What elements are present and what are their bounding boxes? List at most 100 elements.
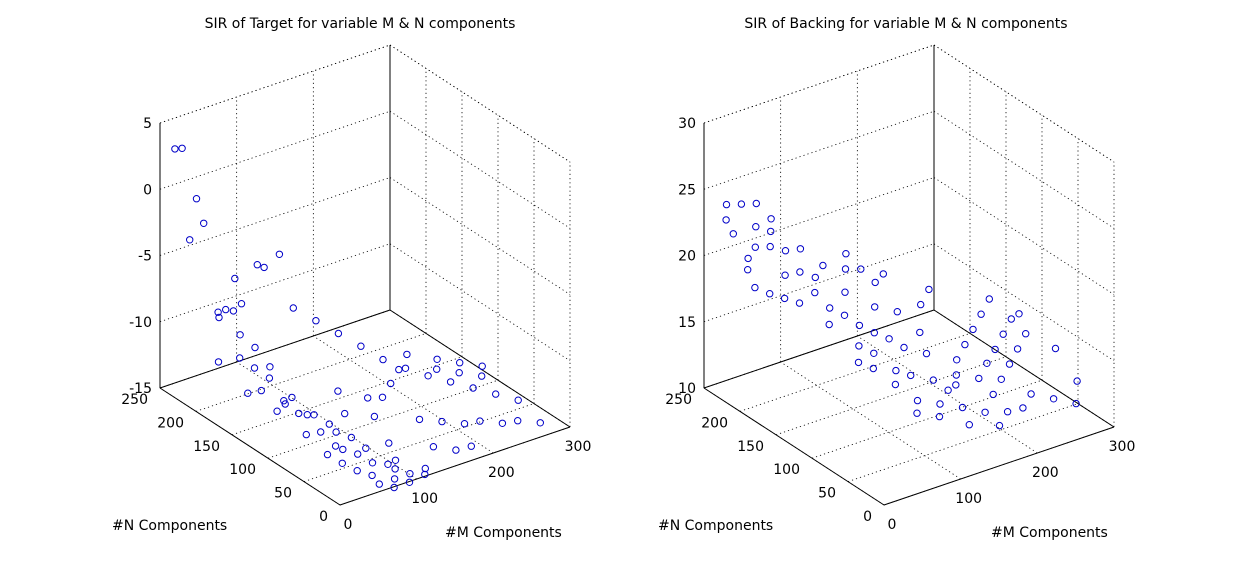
data-point bbox=[229, 307, 238, 315]
data-point bbox=[384, 460, 392, 468]
data-point bbox=[796, 245, 805, 253]
data-point bbox=[186, 236, 194, 244]
data-point bbox=[855, 321, 864, 330]
data-point bbox=[325, 420, 333, 428]
data-point bbox=[375, 480, 383, 488]
data-point bbox=[378, 393, 387, 401]
data-point bbox=[767, 215, 775, 223]
data-point bbox=[341, 409, 349, 418]
data-point bbox=[438, 417, 446, 426]
data-point bbox=[1007, 315, 1015, 323]
y-grid-line bbox=[267, 379, 499, 459]
data-point bbox=[766, 242, 774, 251]
data-point bbox=[391, 465, 399, 473]
y-grid-line bbox=[739, 333, 971, 412]
data-point bbox=[467, 442, 475, 450]
y-tick-label: 150 bbox=[193, 439, 220, 455]
data-point bbox=[751, 283, 759, 292]
data-point bbox=[985, 295, 993, 303]
data-point bbox=[536, 419, 544, 427]
data-point bbox=[390, 483, 398, 492]
data-point bbox=[1051, 344, 1060, 353]
data-point bbox=[171, 145, 179, 153]
data-point bbox=[1027, 390, 1035, 398]
data-point bbox=[492, 390, 500, 398]
data-point bbox=[1015, 310, 1023, 318]
data-point bbox=[338, 459, 346, 467]
x-axis-label: #M Components bbox=[991, 525, 1108, 541]
data-point bbox=[281, 400, 289, 408]
x-tick-label: 0 bbox=[344, 517, 353, 533]
data-point bbox=[257, 386, 265, 395]
z-tick-label: 10 bbox=[678, 381, 696, 397]
z-grid-line bbox=[703, 177, 935, 256]
data-point bbox=[1072, 399, 1080, 408]
data-point bbox=[353, 467, 361, 475]
data-point bbox=[885, 335, 893, 343]
data-point bbox=[857, 265, 865, 273]
floor-edge bbox=[933, 309, 1115, 428]
data-point bbox=[722, 200, 731, 209]
y-tick-label: 0 bbox=[319, 509, 328, 525]
data-point bbox=[969, 325, 977, 334]
data-point bbox=[403, 350, 411, 359]
data-point bbox=[900, 343, 908, 352]
chart-title: SIR of Target for variable M & N compone… bbox=[205, 16, 516, 32]
data-point bbox=[478, 362, 486, 370]
data-point bbox=[460, 420, 469, 428]
data-point bbox=[871, 278, 879, 287]
z-tick-label: 5 bbox=[143, 116, 152, 132]
data-point bbox=[387, 379, 395, 388]
data-point bbox=[391, 456, 400, 464]
data-point bbox=[405, 478, 414, 486]
y-tick-label: 250 bbox=[665, 392, 692, 408]
z-tick-label: 25 bbox=[678, 182, 696, 198]
data-point bbox=[317, 428, 325, 436]
data-point bbox=[1003, 408, 1012, 416]
y-tick-label: 150 bbox=[737, 439, 764, 455]
top-edge bbox=[159, 44, 391, 124]
y-tick-label: 100 bbox=[229, 462, 256, 478]
data-point bbox=[446, 378, 455, 386]
x-tick-label: 100 bbox=[955, 491, 982, 507]
data-point bbox=[178, 144, 186, 153]
data-point bbox=[364, 394, 372, 402]
data-point bbox=[266, 363, 274, 371]
data-point bbox=[406, 470, 414, 478]
data-point bbox=[323, 450, 332, 459]
y-grid-line bbox=[303, 403, 535, 482]
data-point bbox=[415, 415, 424, 424]
z-tick-label: 30 bbox=[678, 116, 696, 132]
data-point bbox=[476, 417, 484, 425]
data-point bbox=[870, 329, 878, 337]
data-point bbox=[922, 349, 931, 358]
y-axis-line bbox=[159, 387, 341, 506]
data-point bbox=[751, 243, 759, 251]
data-point bbox=[869, 364, 877, 373]
data-point bbox=[231, 274, 239, 283]
data-point bbox=[390, 475, 399, 483]
data-point bbox=[907, 371, 915, 380]
data-point bbox=[433, 365, 441, 373]
data-point bbox=[455, 369, 463, 377]
data-point bbox=[936, 400, 944, 408]
data-point bbox=[854, 358, 863, 367]
y-grid-line bbox=[811, 379, 1043, 459]
data-point bbox=[767, 227, 775, 236]
data-point bbox=[250, 364, 259, 372]
data-point bbox=[368, 459, 377, 467]
data-point bbox=[251, 343, 259, 352]
y-axis-label: #N Components bbox=[112, 518, 227, 534]
z-grid-line bbox=[159, 243, 391, 323]
data-point bbox=[433, 355, 441, 363]
data-point bbox=[981, 408, 989, 416]
data-point bbox=[995, 421, 1004, 430]
data-point bbox=[811, 288, 819, 297]
data-point bbox=[1019, 404, 1027, 412]
data-point bbox=[722, 216, 730, 224]
data-point bbox=[260, 263, 268, 272]
